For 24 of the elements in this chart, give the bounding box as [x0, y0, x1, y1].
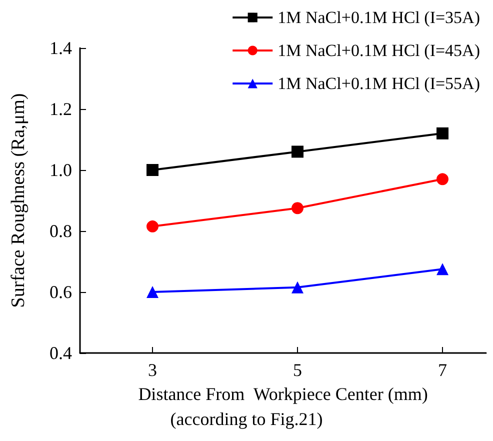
y-axis-title: Surface Roughness (Ra,μm): [8, 93, 29, 308]
point: [292, 202, 304, 214]
legend-label: 1M NaCl+0.1M HCl (I=55A): [278, 74, 480, 93]
x-tick-label: 5: [293, 360, 302, 380]
point: [146, 164, 158, 176]
point: [292, 146, 304, 158]
point: [436, 127, 448, 140]
x-axis-title: Distance From Workpiece Center (mm): [138, 384, 428, 404]
x-tick-label: 3: [148, 360, 157, 380]
legend-label: 1M NaCl+0.1M HCl (I=45A): [278, 41, 480, 60]
point: [292, 281, 304, 294]
y-tick-label: 1.0: [50, 160, 72, 180]
text: (according to Fig.21): [170, 409, 323, 429]
x-tick-label: 7: [438, 360, 447, 380]
point: [146, 286, 158, 298]
y-tick-label: 1.4: [50, 38, 72, 58]
point: [436, 263, 448, 276]
y-tick-label: 1.2: [50, 99, 72, 119]
y-tick-label: 0.6: [50, 282, 72, 302]
y-tick-label: 0.8: [50, 221, 72, 241]
point: [436, 173, 448, 186]
y-tick-label: 0.4: [50, 343, 72, 363]
legend-label: 1M NaCl+0.1M HCl (I=35A): [278, 8, 480, 27]
point: [146, 220, 158, 232]
